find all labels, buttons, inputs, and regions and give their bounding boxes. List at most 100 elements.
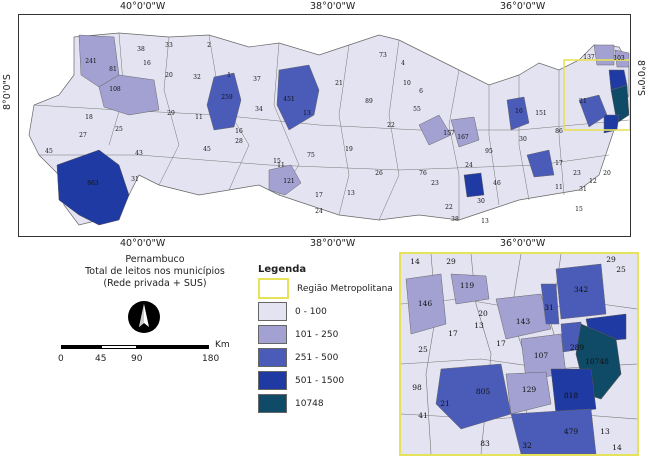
muni-garanhuns — [463, 172, 485, 198]
inset-muni-143 — [495, 293, 552, 340]
map-subtitle-note: (Rede privada + SUS) — [103, 278, 207, 289]
inset-municipality-label: 21 — [440, 399, 450, 408]
municipality-label: 13 — [303, 110, 311, 117]
municipality-label: 17 — [315, 192, 323, 199]
inset-municipality-label: 10748 — [585, 357, 609, 366]
municipality-label: 21 — [579, 98, 587, 105]
municipality-label: 25 — [115, 126, 123, 133]
coord-bottom-2: 38°0'0"W — [310, 238, 356, 249]
inset-municipality-label: 129 — [522, 385, 537, 394]
inset-muni-146 — [405, 273, 447, 335]
municipality-label: 89 — [365, 98, 373, 105]
inset-municipality-label: 805 — [476, 387, 491, 396]
legend-class-1: 0 - 100 — [258, 302, 393, 321]
inset-municipality-label: 143 — [516, 317, 531, 326]
coord-right: 8°0'0"S — [635, 60, 646, 96]
municipality-label: 26 — [375, 170, 383, 177]
municipality-label: 19 — [345, 146, 353, 153]
municipality-label: 20 — [603, 170, 611, 177]
muni-157 — [418, 114, 452, 146]
inset-municipality-label: 14 — [612, 443, 622, 452]
map-title-block: Pernambuco Total de leitos nos município… — [60, 254, 250, 290]
municipality-label: 81 — [109, 66, 117, 73]
inset-municipality-label: 20 — [478, 309, 488, 318]
inset-municipality-label: 41 — [418, 411, 428, 420]
municipality-label: 38 — [137, 46, 145, 53]
inset-municipality-label: 29 — [446, 257, 456, 266]
municipality-label: 46 — [493, 180, 501, 187]
municipality-label: 11 — [555, 184, 563, 191]
legend-class-4: 501 - 1500 — [258, 371, 393, 390]
municipality-label: 37 — [253, 76, 261, 83]
muni-103 — [614, 49, 630, 68]
municipality-label: 95 — [485, 148, 493, 155]
scale-tick-45: 45 — [95, 354, 107, 364]
legend-swatch-2 — [258, 325, 287, 344]
inset-municipality-label: 146 — [418, 299, 433, 308]
municipality-label: 33 — [165, 42, 173, 49]
north-arrow-icon — [128, 301, 160, 333]
legend-region-label: Região Metropolitana — [297, 283, 393, 294]
muni-451 — [276, 64, 320, 131]
municipality-label: 38 — [451, 216, 459, 223]
municipality-label: 76 — [419, 170, 427, 177]
municipality-label: 24 — [465, 162, 473, 169]
legend-class-2: 101 - 250 — [258, 325, 393, 344]
coord-top-2: 38°0'0"W — [310, 1, 356, 12]
legend-title: Legenda — [258, 264, 307, 275]
municipality-label: 16 — [143, 60, 151, 67]
municipality-label: 108 — [109, 86, 121, 93]
inset-municipality-label: 17 — [496, 339, 506, 348]
inset-municipality-label: 342 — [574, 285, 589, 294]
legend-swatch-3 — [258, 348, 287, 367]
municipality-label: 34 — [255, 106, 263, 113]
municipality-label: 28 — [235, 138, 243, 145]
coord-left: 8°0'0"S — [2, 74, 13, 110]
inset-muni-818 — [550, 368, 597, 415]
municipality-label: 863 — [87, 180, 99, 187]
muni-863 — [56, 149, 130, 226]
municipality-label: 55 — [413, 106, 421, 113]
municipality-label: 4 — [401, 60, 405, 67]
coord-top-3: 36°0'0"W — [500, 1, 546, 12]
municipality-label: 30 — [477, 198, 485, 205]
inset-muni-479 — [510, 408, 597, 454]
municipality-label: 75 — [307, 152, 315, 159]
muni-108 — [98, 74, 160, 116]
legend-swatch-5 — [258, 394, 287, 413]
scale-unit: Km — [215, 340, 230, 350]
map-title: Pernambuco — [125, 254, 185, 265]
municipality-label: 137 — [583, 54, 595, 61]
municipality-label: 22 — [445, 204, 453, 211]
muni-caruaru — [526, 149, 555, 178]
municipality-label: 73 — [379, 52, 387, 59]
inset-muni-31 — [540, 283, 560, 325]
inset-municipality-label: 818 — [564, 391, 579, 400]
municipality-label: 167 — [457, 134, 469, 141]
muni-151 — [506, 96, 530, 131]
inset-municipality-label: 13 — [474, 321, 484, 330]
legend-label-1: 0 - 100 — [295, 306, 327, 317]
metropolitan-inset-map: 14 29 146 119 25 17 13 20 17 143 31 342 29 25 107 805 12… — [399, 252, 639, 456]
legend-label-3: 251 - 500 — [295, 352, 339, 363]
inset-municipality-label: 98 — [412, 383, 422, 392]
municipality-label: 29 — [167, 110, 175, 117]
municipality-label: 31 — [131, 176, 139, 183]
scale-bar: 0 45 90 180 Km — [57, 338, 237, 368]
inset-municipality-label: 13 — [600, 427, 610, 436]
inset-muni-342 — [555, 263, 607, 320]
muni-olinda — [608, 69, 628, 91]
municipality-label: 20 — [165, 72, 173, 79]
municipality-label: 86 — [555, 128, 563, 135]
municipality-label: 15 — [575, 206, 583, 213]
legend-label-5: 10748 — [295, 398, 324, 409]
legend-label-2: 101 - 250 — [295, 329, 339, 340]
legend-class-5: 10748 — [258, 394, 393, 413]
municipality-label: 12 — [589, 178, 597, 185]
municipality-label: 241 — [85, 58, 96, 65]
map-subtitle: Total de leitos nos municípios — [85, 266, 225, 277]
municipality-label: 21 — [335, 80, 343, 87]
municipality-label: 103 — [613, 55, 625, 62]
